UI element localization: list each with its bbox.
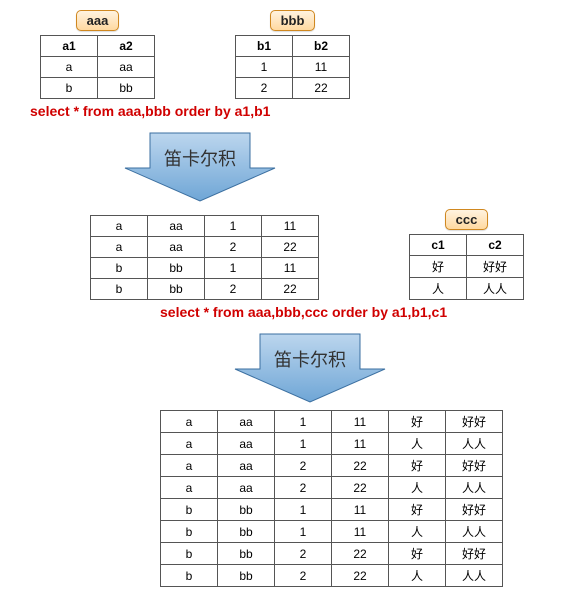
th: a2 <box>98 36 155 57</box>
table-row: bbb111好好好 <box>161 499 503 521</box>
table-row: aaa <box>41 57 155 78</box>
th: c1 <box>410 235 467 256</box>
tag-bbb: bbb <box>270 10 316 31</box>
tag-ccc: ccc <box>445 209 489 230</box>
table-row: aaa222人人人 <box>161 477 503 499</box>
table-final: aaa111好好好 aaa111人人人 aaa222好好好 aaa222人人人 … <box>160 410 503 587</box>
table-row: aaa111人人人 <box>161 433 503 455</box>
table-bbb-block: bbb b1b2 111 222 <box>235 10 350 99</box>
table-row: bbb222 <box>91 279 319 300</box>
table-ccc-block: ccc c1c2 好好好 人人人 <box>409 209 524 300</box>
table-aaa: a1a2 aaa bbb <box>40 35 155 99</box>
table-row: 人人人 <box>410 278 524 300</box>
table-bbb: b1b2 111 222 <box>235 35 350 99</box>
table-row: aaa222 <box>91 237 319 258</box>
table-row: 好好好 <box>410 256 524 278</box>
table-row: aaa222好好好 <box>161 455 503 477</box>
table-row: 222 <box>236 78 350 99</box>
table-row: bbb222人人人 <box>161 565 503 587</box>
table-mid: aaa111 aaa222 bbb111 bbb222 <box>90 215 319 300</box>
arrow-cartesian-1: 笛卡尔积 <box>120 123 280 203</box>
th: a1 <box>41 36 98 57</box>
table-row: bbb222好好好 <box>161 543 503 565</box>
th: b2 <box>293 36 350 57</box>
table-row: 111 <box>236 57 350 78</box>
table-row: aaa111 <box>91 216 319 237</box>
tag-aaa: aaa <box>76 10 120 31</box>
table-row: bbb111人人人 <box>161 521 503 543</box>
th: b1 <box>236 36 293 57</box>
sql-first: select * from aaa,bbb order by a1,b1 <box>30 103 567 119</box>
arrow-cartesian-2: 笛卡尔积 <box>230 324 390 404</box>
sql-second: select * from aaa,bbb,ccc order by a1,b1… <box>160 304 567 320</box>
table-row: bbb111 <box>91 258 319 279</box>
table-row: bbb <box>41 78 155 99</box>
table-ccc: c1c2 好好好 人人人 <box>409 234 524 300</box>
table-aaa-block: aaa a1a2 aaa bbb <box>40 10 155 99</box>
table-row: aaa111好好好 <box>161 411 503 433</box>
th: c2 <box>467 235 524 256</box>
